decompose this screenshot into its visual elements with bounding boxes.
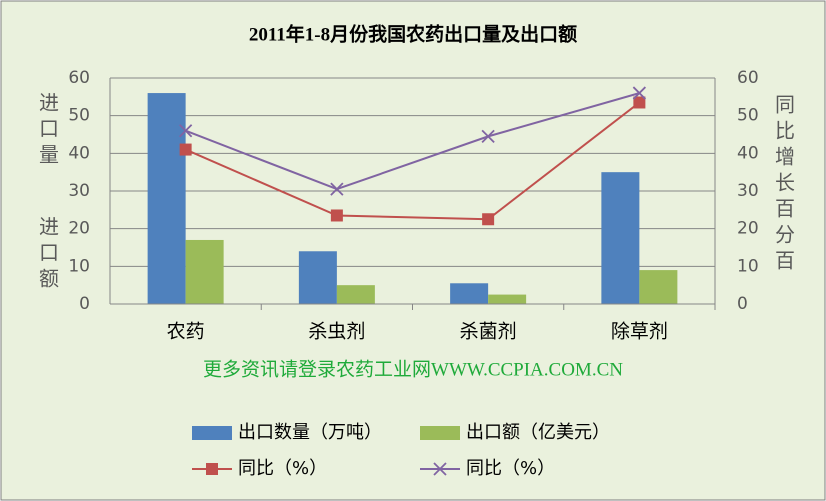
bar	[450, 283, 489, 304]
y-tick-label: 60	[68, 68, 90, 88]
marker	[330, 182, 344, 196]
bar	[185, 239, 224, 304]
legend-marker	[206, 463, 218, 475]
marker	[481, 129, 495, 144]
marker	[330, 209, 343, 222]
line	[185, 101, 640, 221]
annotation: 更多资讯请登录农药工业网WWW.CCPIA.COM.CN	[203, 358, 623, 380]
y-tick-label: 20	[68, 219, 90, 239]
marker	[632, 86, 647, 100]
marker	[633, 96, 646, 109]
x-tick-label: 除草剂	[611, 321, 668, 343]
legend-marker	[433, 462, 447, 476]
legend-swatch	[192, 426, 232, 440]
y2-axis-label: 同比增长百分百	[772, 94, 796, 276]
legend-swatch	[420, 426, 460, 440]
x-tick-label: 杀菌剂	[460, 321, 517, 343]
bar	[639, 270, 678, 304]
legend-label: 出口数量（万吨）	[238, 422, 382, 443]
line	[185, 92, 640, 191]
bar	[336, 285, 375, 304]
x-tick-label: 杀虫剂	[308, 321, 365, 343]
legend-label: 同比（%）	[238, 458, 327, 479]
y-tick-label: 10	[68, 256, 90, 276]
bar	[147, 93, 186, 304]
marker	[178, 124, 193, 138]
marker	[179, 143, 192, 156]
legend-label: 出口额（亿美元）	[466, 422, 610, 443]
y-axis-label: 进口额	[36, 216, 60, 294]
bar	[601, 172, 640, 304]
y-tick-label: 30	[68, 181, 90, 201]
y-tick-label: 50	[68, 106, 90, 126]
y2-tick-label: 30	[737, 181, 759, 201]
marker	[482, 213, 495, 226]
y2-tick-label: 20	[737, 219, 759, 239]
bar	[298, 251, 337, 304]
bar	[488, 294, 527, 304]
chart-title: 2011年1-8月份我国农药出口量及出口额	[249, 22, 577, 45]
y2-tick-label: 60	[737, 68, 759, 88]
y-tick-label: 0	[79, 294, 90, 314]
y-axis-label: 进口量	[36, 92, 60, 170]
y-tick-label: 40	[68, 143, 90, 163]
x-tick-label: 农药	[167, 321, 205, 343]
legend-label: 同比（%）	[466, 458, 555, 479]
y2-tick-label: 40	[737, 143, 759, 163]
y2-tick-label: 50	[737, 106, 759, 126]
y2-tick-label: 0	[737, 294, 748, 314]
y2-tick-label: 10	[737, 256, 759, 276]
